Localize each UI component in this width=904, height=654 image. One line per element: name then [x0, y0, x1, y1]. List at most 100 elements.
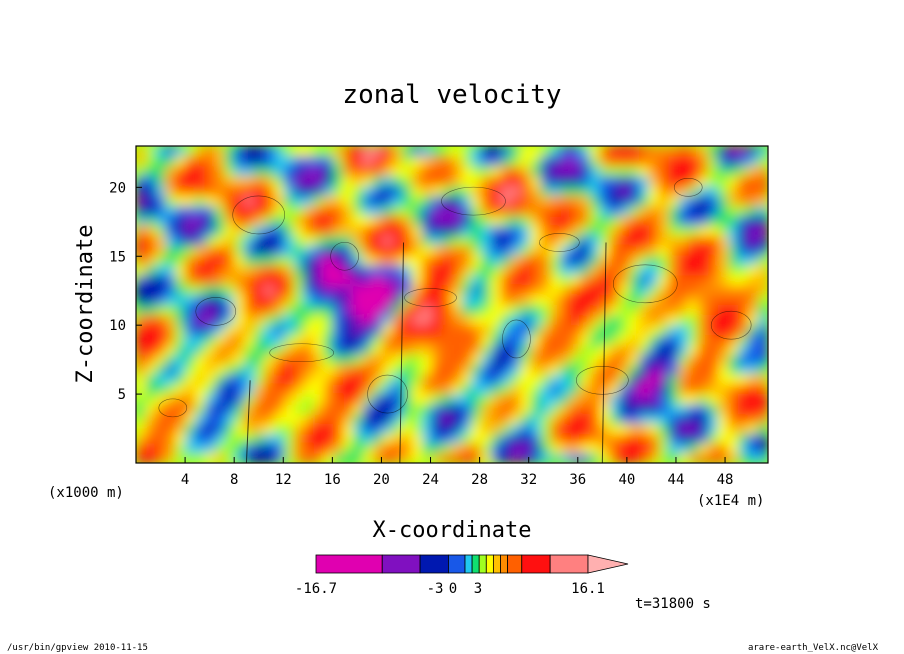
field-cell	[757, 412, 768, 424]
field-cell	[165, 452, 176, 463]
field-cell	[204, 224, 216, 236]
field-cell	[293, 195, 305, 206]
field-cell	[421, 412, 433, 424]
field-cell	[678, 264, 690, 276]
field-cell	[649, 353, 660, 365]
field-cell	[273, 412, 285, 424]
field-cell	[372, 274, 384, 286]
field-cell	[718, 373, 729, 385]
field-cell	[708, 254, 720, 266]
field-cell	[678, 442, 690, 454]
field-cell	[491, 204, 502, 216]
field-cell	[560, 353, 571, 365]
field-cell	[708, 204, 720, 216]
field-cell	[342, 284, 354, 296]
field-cell	[421, 195, 433, 206]
field-cell	[491, 294, 502, 305]
field-cell	[698, 185, 710, 197]
field-cell	[165, 313, 176, 325]
field-cell	[283, 452, 295, 463]
field-cell	[688, 422, 700, 434]
field-cell	[500, 165, 512, 177]
x-tick-label: 8	[230, 472, 238, 488]
field-cell	[175, 403, 186, 414]
field-cell	[254, 254, 265, 266]
field-cell	[451, 343, 463, 355]
field-cell	[579, 363, 591, 375]
field-cell	[194, 442, 206, 454]
field-cell	[194, 204, 206, 216]
field-cell	[718, 214, 729, 226]
field-cell	[757, 165, 768, 177]
field-cell	[313, 432, 325, 444]
field-cell	[658, 274, 670, 286]
field-cell	[441, 165, 453, 177]
field-cell	[441, 304, 453, 315]
field-cell	[392, 403, 404, 414]
field-cell	[481, 185, 492, 197]
field-cell	[412, 175, 423, 187]
field-cell	[441, 353, 453, 365]
field-cell	[402, 323, 413, 335]
field-cell	[431, 323, 443, 335]
contour-lines	[158, 178, 752, 463]
field-cell	[234, 442, 246, 454]
field-cell	[254, 274, 265, 286]
field-cell	[303, 363, 315, 375]
field-cell	[234, 195, 246, 206]
contour-line	[399, 242, 405, 463]
field-cell	[372, 422, 384, 434]
field-cell	[560, 452, 571, 463]
field-cell	[461, 442, 473, 454]
field-cell	[254, 294, 265, 305]
field-cell	[471, 304, 483, 315]
field-cell	[570, 422, 581, 434]
field-cell	[431, 422, 443, 434]
field-cell	[352, 155, 364, 167]
field-cell	[234, 422, 246, 434]
field-cell	[688, 165, 700, 177]
field-cell	[461, 146, 473, 157]
field-cell	[737, 195, 749, 206]
field-cell	[520, 185, 532, 197]
field-cell	[619, 254, 631, 266]
field-cell	[293, 264, 305, 276]
colorbar-swatch	[485, 554, 494, 574]
field-cell	[757, 432, 768, 444]
field-cell	[491, 452, 502, 463]
field-cell	[728, 412, 739, 424]
field-cell	[303, 165, 315, 177]
field-cell	[372, 323, 384, 335]
field-cell	[589, 234, 601, 246]
field-cell	[471, 274, 483, 286]
field-cell	[263, 452, 275, 463]
field-cell	[431, 304, 443, 315]
field-cell	[372, 146, 384, 157]
field-cell	[145, 274, 157, 286]
field-cell	[421, 204, 433, 216]
field-cell	[392, 294, 404, 305]
field-cell	[352, 313, 364, 325]
field-cell	[737, 333, 749, 345]
field-cell	[165, 393, 176, 405]
colorbar-swatch	[478, 554, 487, 574]
field-cell	[510, 264, 522, 276]
field-cell	[431, 284, 443, 296]
field-cell	[342, 146, 354, 157]
field-cell	[658, 165, 670, 177]
field-cell	[392, 284, 404, 296]
field-cell	[530, 274, 542, 286]
field-cell	[747, 155, 759, 167]
colorbar-swatch	[500, 554, 508, 574]
field-cell	[451, 353, 463, 365]
field-cell	[165, 264, 176, 276]
x-tick-label: 28	[471, 472, 488, 488]
field-cell	[362, 343, 374, 355]
field-cell	[658, 383, 670, 395]
field-cell	[737, 175, 749, 187]
field-cell	[570, 284, 581, 296]
field-cell	[718, 442, 729, 454]
field-cell	[204, 274, 216, 286]
field-cell	[570, 323, 581, 335]
field-cell	[530, 165, 542, 177]
